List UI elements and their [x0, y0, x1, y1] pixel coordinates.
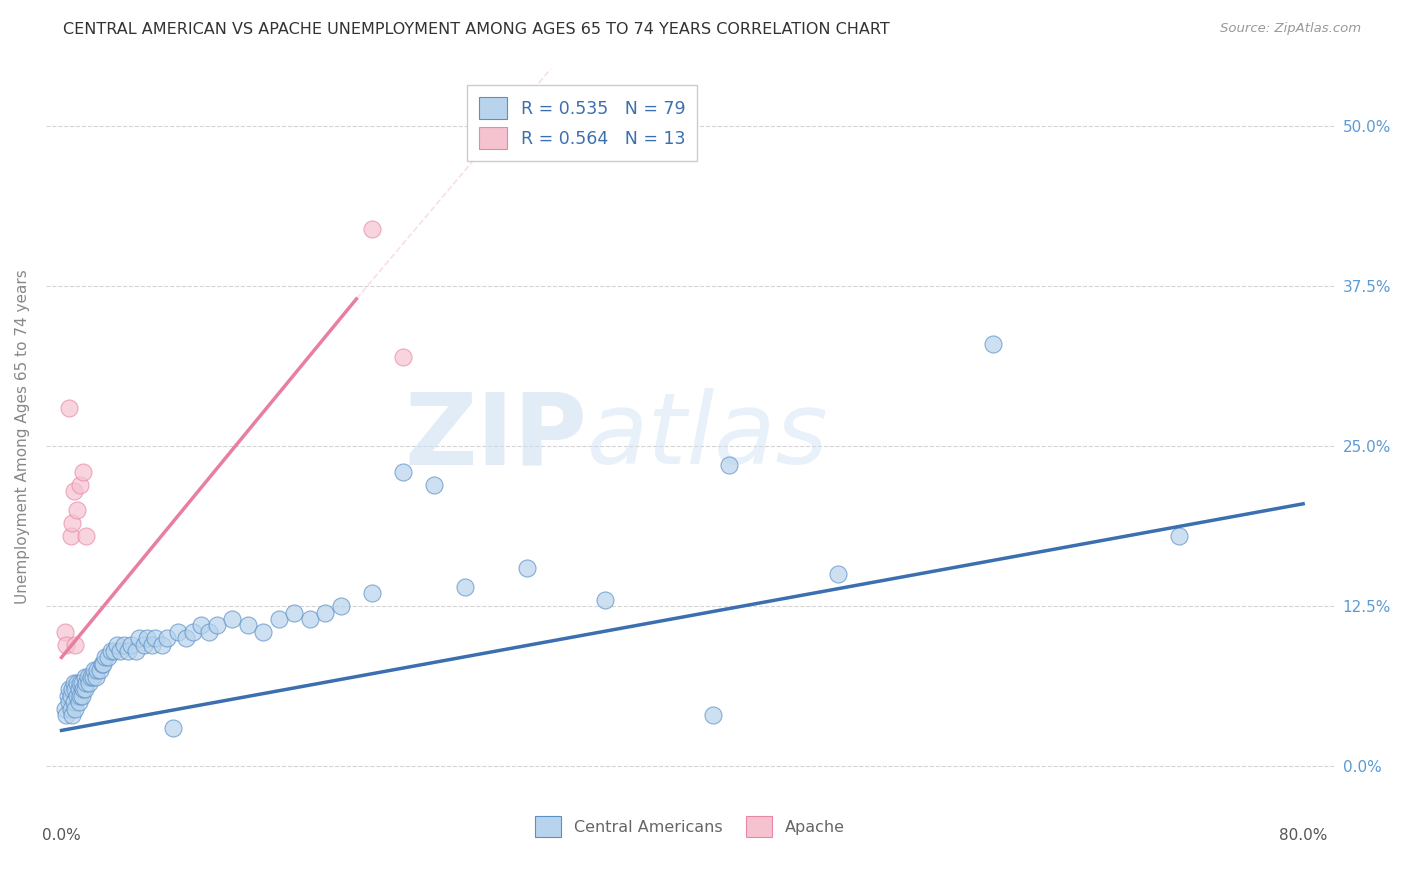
Point [58, 695, 80, 709]
Point [392, 350, 415, 364]
Point [128, 632, 150, 646]
Point [53, 624, 76, 639]
Point [60, 708, 83, 723]
Point [198, 624, 221, 639]
Point [65, 682, 87, 697]
Point [60, 516, 83, 530]
Point [66, 689, 89, 703]
Point [593, 592, 616, 607]
Point [361, 221, 384, 235]
Point [89, 663, 111, 677]
Point [112, 638, 135, 652]
Point [79, 676, 101, 690]
Point [167, 624, 190, 639]
Point [236, 618, 259, 632]
Point [70, 689, 93, 703]
Point [69, 676, 91, 690]
Point [183, 624, 205, 639]
Point [298, 612, 321, 626]
Point [67, 682, 90, 697]
Point [69, 477, 91, 491]
Point [59, 529, 82, 543]
Point [205, 618, 228, 632]
Point [67, 695, 90, 709]
Point [90, 657, 112, 671]
Point [132, 638, 155, 652]
Point [59, 689, 82, 703]
Point [103, 644, 125, 658]
Point [83, 663, 105, 677]
Point [84, 670, 107, 684]
Point [56, 689, 79, 703]
Point [361, 586, 384, 600]
Point [314, 606, 336, 620]
Point [80, 670, 103, 684]
Point [981, 336, 1004, 351]
Point [59, 701, 82, 715]
Point [60, 682, 83, 697]
Point [267, 612, 290, 626]
Text: Source: ZipAtlas.com: Source: ZipAtlas.com [1220, 22, 1361, 36]
Point [93, 657, 115, 671]
Point [58, 401, 80, 415]
Point [97, 650, 120, 665]
Point [55, 708, 77, 723]
Point [283, 606, 305, 620]
Point [135, 632, 157, 646]
Point [702, 708, 724, 723]
Point [63, 676, 86, 690]
Point [454, 580, 477, 594]
Point [141, 638, 163, 652]
Point [516, 561, 538, 575]
Point [174, 632, 197, 646]
Point [73, 682, 96, 697]
Point [252, 624, 274, 639]
Point [55, 638, 77, 652]
Point [110, 644, 132, 658]
Text: CENTRAL AMERICAN VS APACHE UNEMPLOYMENT AMONG AGES 65 TO 74 YEARS CORRELATION CH: CENTRAL AMERICAN VS APACHE UNEMPLOYMENT … [63, 22, 890, 37]
Point [143, 632, 166, 646]
Point [69, 689, 91, 703]
Point [53, 701, 76, 715]
Point [70, 676, 93, 690]
Point [65, 638, 87, 652]
Point [120, 638, 142, 652]
Text: 0.0%: 0.0% [42, 828, 82, 843]
Point [117, 644, 139, 658]
Point [77, 670, 100, 684]
Point [423, 477, 446, 491]
Point [162, 721, 184, 735]
Point [94, 650, 117, 665]
Text: 80.0%: 80.0% [1279, 828, 1327, 843]
Point [66, 676, 89, 690]
Point [125, 644, 148, 658]
Point [827, 567, 849, 582]
Point [100, 644, 122, 658]
Point [221, 612, 243, 626]
Point [66, 503, 89, 517]
Point [105, 638, 128, 652]
Point [75, 676, 97, 690]
Point [63, 695, 86, 709]
Point [190, 618, 212, 632]
Point [75, 529, 97, 543]
Legend: Central Americans, Apache: Central Americans, Apache [527, 808, 852, 845]
Point [392, 465, 415, 479]
Point [150, 638, 173, 652]
Point [329, 599, 352, 614]
Point [73, 670, 96, 684]
Point [72, 682, 94, 697]
Point [156, 632, 179, 646]
Text: ZIP: ZIP [404, 388, 588, 485]
Point [1168, 529, 1191, 543]
Point [58, 682, 80, 697]
Y-axis label: Unemployment Among Ages 65 to 74 years: Unemployment Among Ages 65 to 74 years [15, 269, 30, 604]
Point [72, 465, 94, 479]
Point [82, 670, 104, 684]
Text: atlas: atlas [588, 388, 828, 485]
Point [717, 458, 740, 473]
Point [86, 663, 108, 677]
Point [63, 483, 86, 498]
Point [65, 701, 87, 715]
